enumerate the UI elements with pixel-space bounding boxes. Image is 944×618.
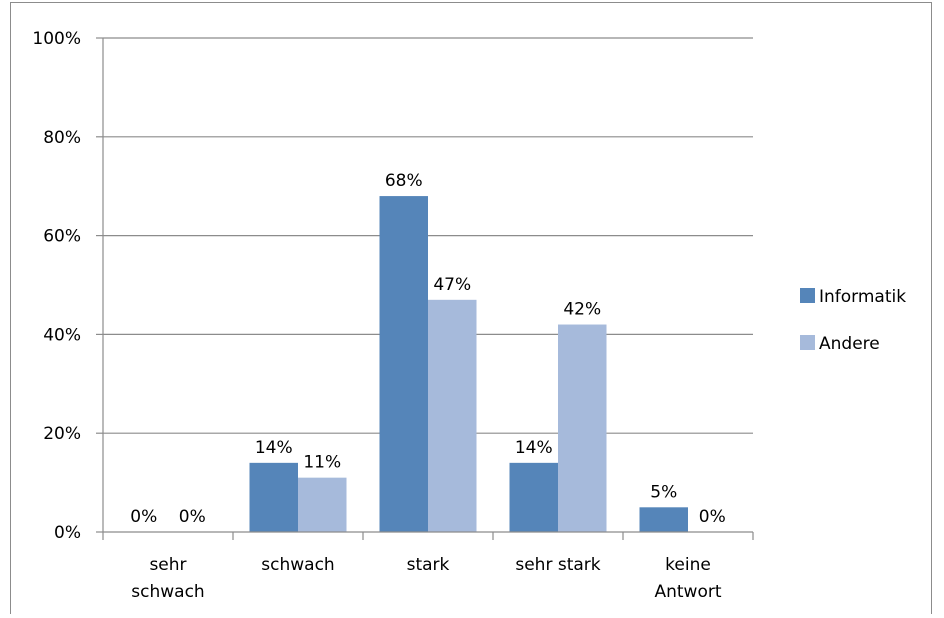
legend-swatch <box>800 288 815 303</box>
y-tick-label: 0% <box>54 523 81 543</box>
category-label: sehr <box>149 555 186 575</box>
category-label: Antwort <box>654 582 721 602</box>
data-label: 47% <box>433 275 471 295</box>
bar <box>379 196 428 532</box>
y-tick-label: 100% <box>32 29 81 49</box>
data-label: 42% <box>563 300 601 320</box>
data-label: 14% <box>515 438 553 458</box>
category-label: schwach <box>261 555 334 575</box>
legend-swatch <box>800 335 815 350</box>
axes <box>96 37 754 540</box>
category-label: schwach <box>131 582 204 602</box>
bar <box>298 477 347 532</box>
y-tick-label: 60% <box>43 227 81 247</box>
bar <box>428 299 477 532</box>
bar <box>639 507 688 532</box>
legend-label: Andere <box>819 334 880 354</box>
data-label: 68% <box>385 171 423 191</box>
bar <box>249 462 298 532</box>
data-label: 5% <box>650 482 677 502</box>
data-label: 0% <box>699 507 726 527</box>
category-label: stark <box>407 555 450 575</box>
bar <box>509 462 558 532</box>
data-label: 0% <box>130 507 157 527</box>
bar <box>558 324 607 532</box>
data-label: 14% <box>255 438 293 458</box>
data-label: 11% <box>303 453 341 473</box>
y-tick-label: 20% <box>43 424 81 444</box>
y-tick-label: 40% <box>43 325 81 345</box>
bars <box>249 196 688 532</box>
labels: 0% 20% 40% 60% 80% 100% 0% 0% sehr schwach 14% 11% s… <box>32 29 725 602</box>
chart-frame <box>10 2 932 614</box>
data-label: 0% <box>179 507 206 527</box>
legend: Informatik Andere <box>800 287 906 354</box>
category-label: sehr stark <box>515 555 600 575</box>
y-tick-label: 80% <box>43 128 81 148</box>
category-label: keine <box>665 555 711 575</box>
legend-label: Informatik <box>819 287 906 307</box>
